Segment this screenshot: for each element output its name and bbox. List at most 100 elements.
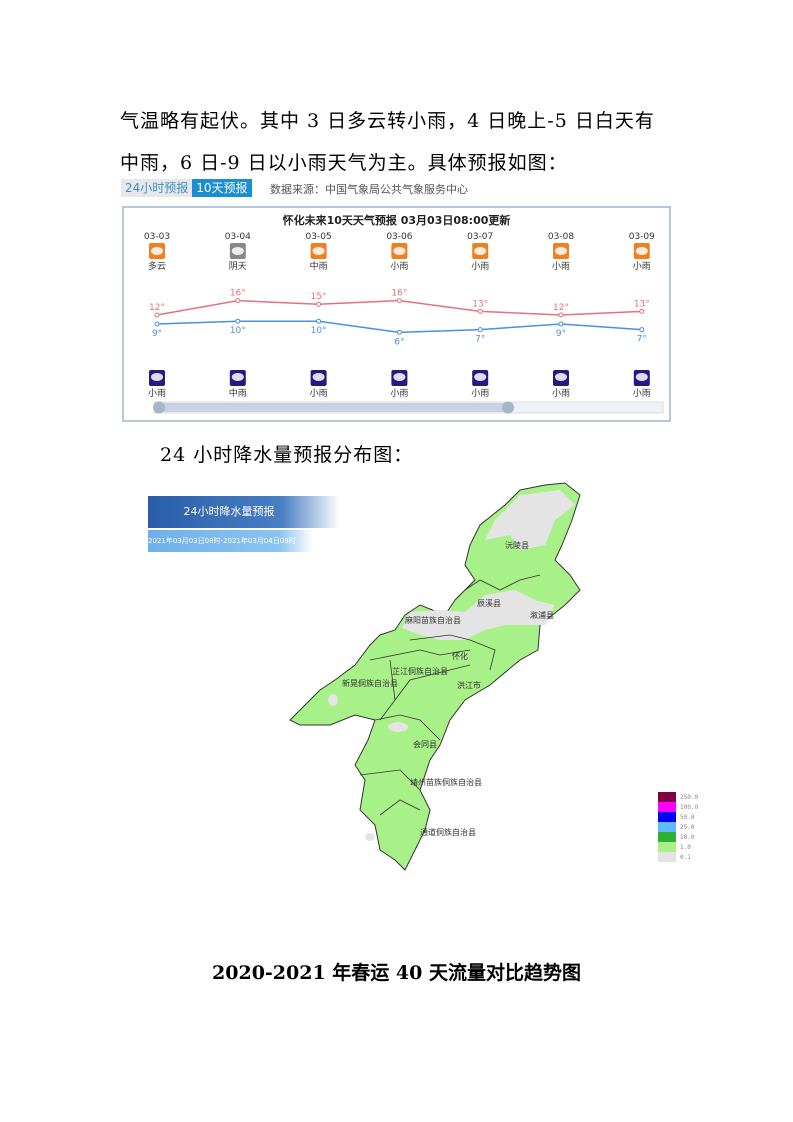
forecast-date: 03-06 bbox=[386, 232, 412, 242]
scroll-handle[interactable] bbox=[502, 401, 514, 414]
map-title: 24小时降水量预报 bbox=[148, 496, 340, 528]
tab-24h[interactable]: 24小时预报 bbox=[121, 179, 193, 197]
low-temp-label: 10° bbox=[230, 326, 246, 336]
low-temp-label: 7° bbox=[475, 335, 485, 345]
low-temp-label: 6° bbox=[394, 337, 404, 347]
legend-value: 50.0 bbox=[680, 813, 695, 821]
cloud-shape bbox=[393, 247, 406, 255]
legend-item: 10.0 bbox=[658, 832, 698, 842]
region-label: 沅陵县 bbox=[505, 541, 529, 550]
cloud-shape bbox=[312, 373, 325, 381]
high-temp-label: 12° bbox=[149, 303, 165, 313]
low-temp-line-point bbox=[396, 329, 402, 335]
high-temp-label: 16° bbox=[391, 289, 407, 299]
night-weather: 小雨 bbox=[310, 388, 328, 399]
legend-swatch bbox=[658, 852, 676, 862]
high-temp-line-point bbox=[154, 312, 160, 318]
legend-value: 10.0 bbox=[680, 833, 695, 841]
cloud-shape bbox=[555, 247, 567, 255]
legend-value: 0.1 bbox=[680, 853, 691, 861]
legend-value: 25.0 bbox=[680, 823, 695, 831]
forecast-chart: 03-03 多云 12° 9° 小雨 03-04 阴天 16° 10° 中雨 03-05 中雨 15° 1… bbox=[144, 232, 664, 414]
legend-item: 0.1 bbox=[658, 852, 698, 862]
scroll-handle[interactable] bbox=[153, 401, 165, 414]
tab-10day[interactable]: 10天预报 bbox=[192, 179, 252, 197]
cloud-shape bbox=[151, 247, 163, 255]
low-temp-line-point bbox=[477, 327, 483, 333]
map-dry-area bbox=[328, 694, 338, 706]
legend-swatch bbox=[658, 842, 676, 852]
cloud-shape bbox=[474, 247, 487, 255]
cloud-shape bbox=[555, 373, 567, 381]
night-weather: 小雨 bbox=[633, 388, 651, 399]
high-temp-label: 12° bbox=[553, 303, 569, 313]
paragraph-line: 气温略有起伏。其中 3 日多云转小雨，4 日晚上-5 日白天有 bbox=[120, 110, 655, 132]
map-region-outline bbox=[289, 482, 581, 871]
region-label: 芷江侗族自治县 bbox=[392, 667, 448, 676]
legend-item: 50.0 bbox=[658, 812, 698, 822]
night-weather: 小雨 bbox=[148, 388, 166, 399]
low-temp-label: 9° bbox=[556, 329, 566, 339]
map-dry-area bbox=[365, 833, 375, 841]
high-temp-label: 16° bbox=[230, 289, 246, 299]
region-label: 洪江市 bbox=[457, 681, 481, 690]
cloud-shape bbox=[231, 373, 244, 381]
region-label: 新晃侗族自治县 bbox=[342, 679, 398, 688]
legend-swatch bbox=[658, 792, 676, 802]
cloud-shape bbox=[474, 373, 487, 381]
high-temp-line-point bbox=[639, 308, 645, 314]
forecast-date: 03-03 bbox=[144, 232, 170, 242]
region-label: 会同县 bbox=[413, 740, 437, 749]
cloud-shape bbox=[635, 373, 648, 381]
legend-item: 1.0 bbox=[658, 842, 698, 852]
paragraph-line: 中雨，6 日-9 日以小雨天气为主。具体预报如图： bbox=[120, 152, 568, 174]
legend-swatch bbox=[658, 832, 676, 842]
legend-swatch bbox=[658, 802, 676, 812]
day-weather: 小雨 bbox=[633, 261, 651, 272]
scroll-range bbox=[157, 403, 507, 412]
low-temp-line-point bbox=[154, 321, 160, 327]
region-label: 靖州苗族侗族自治县 bbox=[410, 778, 482, 787]
legend-item: 100.0 bbox=[658, 802, 698, 812]
cloud-shape bbox=[393, 373, 406, 381]
night-weather: 小雨 bbox=[390, 388, 408, 399]
forecast-date: 03-08 bbox=[548, 232, 574, 242]
map-dry-area bbox=[402, 590, 555, 640]
widget-title: 怀化未来10天天气预报 03月03日08:00更新 bbox=[282, 214, 511, 227]
day-weather: 小雨 bbox=[471, 261, 489, 272]
cloud-shape bbox=[151, 373, 163, 381]
legend-swatch bbox=[658, 812, 676, 822]
day-weather: 多云 bbox=[148, 260, 166, 272]
high-temp-line-point bbox=[235, 298, 241, 304]
forecast-date: 03-05 bbox=[306, 232, 332, 242]
county-borders bbox=[359, 574, 541, 816]
high-temp-line-point bbox=[396, 298, 402, 304]
high-temp-label: 13° bbox=[472, 299, 488, 309]
low-temp-line-point bbox=[639, 327, 645, 333]
day-weather: 中雨 bbox=[310, 260, 328, 272]
region-label: 溆浦县 bbox=[530, 611, 554, 620]
forecast-tabs: 24小时预报 10天预报 bbox=[121, 179, 252, 197]
forecast-date: 03-04 bbox=[225, 232, 251, 242]
high-temp-line-point bbox=[477, 308, 483, 314]
caption: 24 小时降水量预报分布图： bbox=[160, 444, 414, 466]
forecast-widget: 怀化未来10天天气预报 03月03日08:00更新 03-03 多云 12° 9° 小雨… bbox=[122, 206, 671, 422]
high-temp-line-point bbox=[316, 301, 322, 307]
region-label: 怀化 bbox=[452, 652, 468, 661]
low-temp-line-point bbox=[235, 318, 241, 324]
low-temp-label: 10° bbox=[311, 326, 327, 336]
cloud-shape bbox=[635, 247, 648, 255]
night-weather: 小雨 bbox=[471, 388, 489, 399]
day-weather: 小雨 bbox=[552, 261, 570, 272]
legend-value: 250.0 bbox=[680, 793, 699, 801]
map-dry-area bbox=[485, 490, 575, 550]
legend-swatch bbox=[658, 822, 676, 832]
section-title: 2020-2021 年春运 40 天流量对比趋势图 bbox=[212, 962, 581, 984]
legend-value: 1.0 bbox=[680, 843, 691, 851]
region-label: 辰溪县 bbox=[477, 599, 501, 608]
cloud-shape bbox=[231, 247, 244, 255]
low-temp-label: 9° bbox=[152, 329, 162, 339]
legend-item: 250.0 bbox=[658, 792, 698, 802]
